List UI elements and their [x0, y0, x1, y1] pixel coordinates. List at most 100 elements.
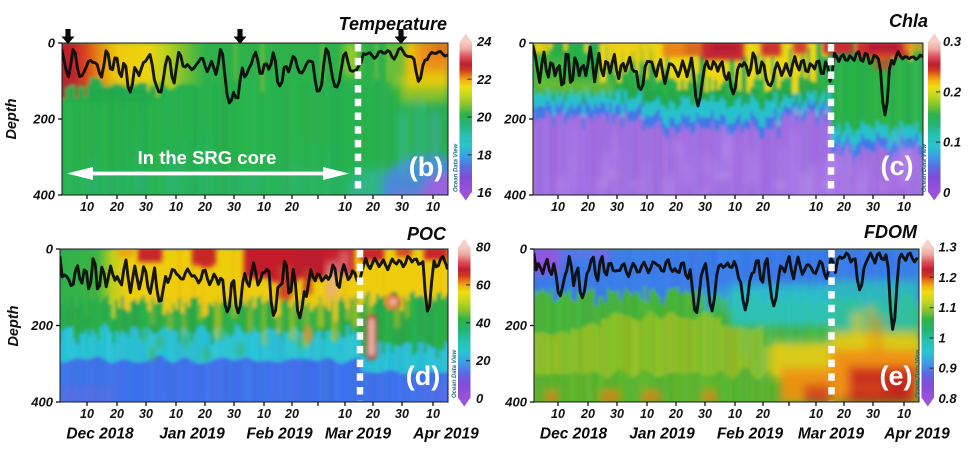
- svg-text:24: 24: [476, 34, 492, 49]
- svg-text:In the SRG core: In the SRG core: [138, 147, 277, 168]
- svg-text:10: 10: [728, 407, 742, 421]
- svg-text:10: 10: [257, 407, 271, 421]
- svg-text:22: 22: [476, 72, 492, 87]
- svg-text:10: 10: [640, 407, 654, 421]
- svg-text:16: 16: [477, 185, 492, 200]
- svg-text:0: 0: [943, 185, 951, 200]
- svg-text:20: 20: [365, 407, 380, 421]
- svg-text:Mar 2019: Mar 2019: [798, 426, 865, 443]
- svg-text:30: 30: [866, 407, 880, 421]
- svg-text:10: 10: [728, 200, 742, 214]
- svg-text:10: 10: [551, 200, 565, 214]
- svg-text:30: 30: [698, 200, 712, 214]
- svg-text:10: 10: [80, 407, 94, 421]
- svg-text:1.3: 1.3: [939, 240, 958, 255]
- svg-text:10: 10: [338, 200, 352, 214]
- svg-text:Depth: Depth: [4, 98, 20, 139]
- svg-text:Dec 2018: Dec 2018: [66, 426, 134, 443]
- svg-text:20: 20: [197, 200, 212, 214]
- svg-text:1.2: 1.2: [939, 270, 958, 285]
- svg-text:10: 10: [80, 200, 94, 214]
- svg-text:10: 10: [640, 200, 654, 214]
- svg-text:400: 400: [30, 395, 53, 410]
- svg-text:(b): (b): [409, 152, 443, 182]
- svg-text:18: 18: [477, 147, 492, 162]
- svg-text:10: 10: [338, 407, 352, 421]
- svg-text:10: 10: [809, 200, 823, 214]
- svg-text:0.1: 0.1: [943, 135, 961, 150]
- svg-text:10: 10: [169, 407, 183, 421]
- svg-text:1: 1: [939, 330, 946, 345]
- svg-text:20: 20: [109, 200, 124, 214]
- svg-text:0.3: 0.3: [943, 34, 962, 49]
- svg-text:20: 20: [365, 200, 380, 214]
- svg-text:20: 20: [755, 407, 770, 421]
- svg-text:Dec 2018: Dec 2018: [540, 426, 608, 443]
- svg-text:0: 0: [520, 242, 528, 257]
- svg-text:20: 20: [836, 200, 851, 214]
- svg-text:10: 10: [169, 200, 183, 214]
- svg-text:20: 20: [668, 200, 683, 214]
- svg-text:200: 200: [32, 112, 55, 127]
- svg-text:20: 20: [580, 200, 595, 214]
- svg-text:0.9: 0.9: [939, 361, 958, 376]
- svg-text:30: 30: [698, 407, 712, 421]
- svg-text:400: 400: [504, 395, 527, 410]
- svg-text:Apr 2019: Apr 2019: [883, 426, 950, 443]
- svg-text:200: 200: [503, 112, 526, 127]
- svg-text:Chla: Chla: [889, 11, 928, 31]
- svg-text:Ocean Data View: Ocean Data View: [922, 144, 928, 192]
- svg-text:0: 0: [46, 242, 54, 257]
- svg-text:(d): (d): [406, 361, 440, 391]
- svg-text:Ocean Data View: Ocean Data View: [453, 144, 459, 192]
- svg-text:Ocean Data View: Ocean Data View: [915, 350, 921, 398]
- svg-text:0.8: 0.8: [939, 391, 958, 406]
- svg-text:200: 200: [30, 318, 53, 333]
- svg-text:10: 10: [551, 407, 565, 421]
- svg-text:20: 20: [197, 407, 212, 421]
- svg-text:Depth: Depth: [6, 305, 22, 346]
- svg-text:30: 30: [395, 407, 409, 421]
- svg-text:Apr 2019: Apr 2019: [412, 426, 479, 443]
- svg-text:20: 20: [668, 407, 683, 421]
- svg-text:(c): (c): [881, 151, 914, 181]
- svg-text:20: 20: [476, 110, 492, 125]
- svg-text:Ocean Data View: Ocean Data View: [452, 350, 458, 398]
- svg-text:10: 10: [257, 200, 271, 214]
- svg-text:Temperature: Temperature: [339, 14, 447, 34]
- svg-text:20: 20: [755, 200, 770, 214]
- svg-text:30: 30: [139, 407, 153, 421]
- svg-text:20: 20: [580, 407, 595, 421]
- svg-text:40: 40: [475, 315, 491, 330]
- svg-text:30: 30: [610, 407, 624, 421]
- svg-text:POC: POC: [407, 224, 447, 244]
- svg-text:0: 0: [476, 391, 484, 406]
- svg-text:30: 30: [866, 200, 880, 214]
- svg-text:20: 20: [475, 353, 491, 368]
- svg-text:10: 10: [426, 200, 440, 214]
- svg-text:Feb 2019: Feb 2019: [246, 426, 313, 443]
- svg-text:10: 10: [426, 407, 440, 421]
- svg-text:200: 200: [504, 318, 527, 333]
- svg-text:20: 20: [284, 407, 299, 421]
- svg-text:30: 30: [227, 407, 241, 421]
- svg-text:10: 10: [897, 407, 911, 421]
- svg-text:30: 30: [227, 200, 241, 214]
- svg-text:(e): (e): [880, 361, 913, 391]
- svg-text:0: 0: [519, 36, 527, 51]
- svg-text:0.2: 0.2: [943, 84, 962, 99]
- svg-text:Jan 2019: Jan 2019: [629, 426, 695, 443]
- svg-text:0: 0: [48, 36, 56, 51]
- svg-text:80: 80: [476, 240, 491, 255]
- svg-text:30: 30: [395, 200, 409, 214]
- svg-text:30: 30: [139, 200, 153, 214]
- svg-text:Feb 2019: Feb 2019: [717, 426, 784, 443]
- svg-text:60: 60: [476, 277, 491, 292]
- svg-text:20: 20: [109, 407, 124, 421]
- svg-text:20: 20: [284, 200, 299, 214]
- svg-text:20: 20: [836, 407, 851, 421]
- svg-text:10: 10: [809, 407, 823, 421]
- svg-text:400: 400: [503, 188, 526, 203]
- svg-text:400: 400: [32, 188, 55, 203]
- svg-text:1.1: 1.1: [939, 300, 957, 315]
